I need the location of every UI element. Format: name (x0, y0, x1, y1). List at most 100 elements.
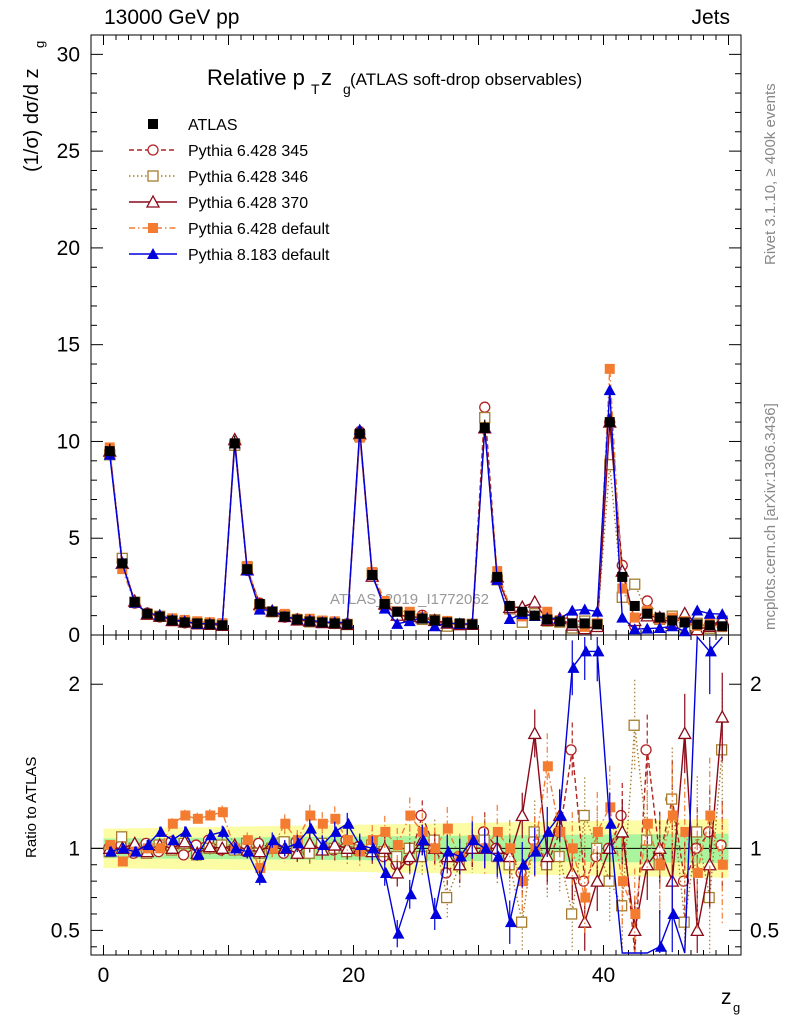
main-data-point (641, 622, 654, 634)
y-tick-label: 0 (68, 624, 80, 647)
main-data-point (617, 583, 628, 594)
plot-title-main: Relative p (207, 65, 305, 90)
ratio-data-point (254, 871, 267, 883)
ratio-data-point (578, 809, 590, 822)
header-process-label: 13000 GeV pp (104, 6, 240, 29)
atlas-data-point (254, 599, 265, 610)
header-analysis-label: Jets (691, 6, 730, 29)
ratio-data-point (690, 923, 705, 937)
ratio-data-point (280, 818, 291, 829)
atlas-data-point (429, 615, 440, 626)
ratio-data-point (567, 843, 578, 854)
ratio-data-point (642, 818, 653, 829)
main-data-point (678, 625, 691, 637)
ratio-data-point (180, 810, 191, 821)
ratio-data-point (492, 850, 505, 862)
main-data-point (503, 613, 516, 625)
legend-label: Pythia 6.428 345 (188, 143, 308, 160)
ratio-data-point (404, 888, 417, 900)
y-axis-label: (1/σ) dσ/d z (21, 68, 43, 172)
ratio-data-point (302, 836, 317, 850)
ratio-data-point (655, 859, 666, 870)
atlas-data-point (192, 618, 203, 629)
x-tick-label: 40 (592, 964, 615, 987)
atlas-data-point (667, 615, 678, 626)
atlas-data-point (479, 422, 490, 433)
main-data-point (604, 363, 615, 374)
ratio-data-point (442, 845, 455, 857)
main-data-point (428, 620, 441, 632)
atlas-data-point (267, 606, 278, 617)
ratio-data-point (217, 825, 230, 837)
atlas-data-point (704, 620, 715, 631)
ratio-data-point (405, 810, 416, 821)
ratio-data-point (242, 835, 253, 846)
y-tick-label: 25 (57, 140, 80, 163)
atlas-data-point (442, 617, 453, 628)
x-tick-label: 20 (342, 964, 365, 987)
plot-title-tail: (ATLAS soft-drop observables) (350, 70, 582, 89)
ratio-data-point (192, 813, 203, 824)
ratio-data-point (680, 826, 691, 837)
ratio-data-point (330, 813, 341, 824)
y-tick-label: 20 (57, 237, 80, 260)
ratio-data-point (678, 916, 690, 928)
ratio-plot-frame (90, 634, 742, 956)
ratio-data-point (705, 810, 716, 821)
ratio-data-point (367, 842, 380, 854)
ratio-data-point (192, 848, 205, 860)
ratio-data-point (667, 810, 678, 821)
ratio-data-point (354, 839, 367, 851)
atlas-data-point (467, 619, 478, 630)
atlas-data-point (529, 610, 540, 621)
main-data-point (629, 612, 640, 623)
ratio-data-point (517, 858, 530, 870)
atlas-data-point (317, 617, 328, 628)
ratio-data-point (290, 845, 305, 859)
main-data-point (629, 578, 641, 590)
legend-marker (147, 170, 159, 182)
atlas-data-point (392, 606, 403, 617)
main-data-point (603, 384, 616, 396)
main-data-point (641, 595, 653, 607)
atlas-data-point (629, 600, 640, 611)
ratio-tick-label: 1 (68, 837, 80, 860)
ratio-data-point (202, 839, 217, 853)
atlas-data-point (242, 564, 253, 575)
main-data-point (716, 608, 729, 620)
y-tick-label: 15 (57, 334, 80, 357)
ratio-data-point (615, 809, 627, 822)
atlas-data-point (279, 611, 290, 622)
series-line-ratio (109, 635, 723, 954)
ratio-data-point (504, 916, 517, 928)
main-data-point (542, 606, 553, 617)
ratio-data-point (177, 834, 192, 848)
main-data-point (616, 591, 628, 603)
ratio-data-point (342, 817, 355, 829)
ratio-data-point (430, 843, 441, 854)
atlas-data-point (504, 600, 515, 611)
main-data-point (591, 605, 604, 617)
ratio-axis-label: Ratio to ATLAS (23, 757, 40, 858)
atlas-data-point (167, 615, 178, 626)
ratio-data-point (167, 818, 178, 829)
main-data-point (117, 564, 128, 575)
ratio-data-point (604, 817, 617, 829)
ratio-data-point (179, 825, 192, 837)
ratio-data-point (704, 645, 717, 657)
atlas-data-point (404, 610, 415, 621)
ratio-data-point (677, 875, 690, 887)
ratio-data-point (554, 809, 567, 821)
main-data-point (578, 603, 591, 615)
ratio-data-point (142, 839, 155, 851)
ratio-data-point (215, 840, 230, 854)
atlas-data-point (142, 608, 153, 619)
ratio-data-point (392, 840, 403, 851)
watermark: ATLAS_2019_I1772062 (330, 591, 489, 608)
main-data-point (703, 607, 716, 619)
atlas-data-point (367, 570, 378, 580)
ratio-data-point (592, 826, 603, 837)
main-data-point (628, 623, 641, 635)
legend-label: Pythia 6.428 370 (188, 195, 308, 212)
ratio-data-point (630, 908, 641, 919)
